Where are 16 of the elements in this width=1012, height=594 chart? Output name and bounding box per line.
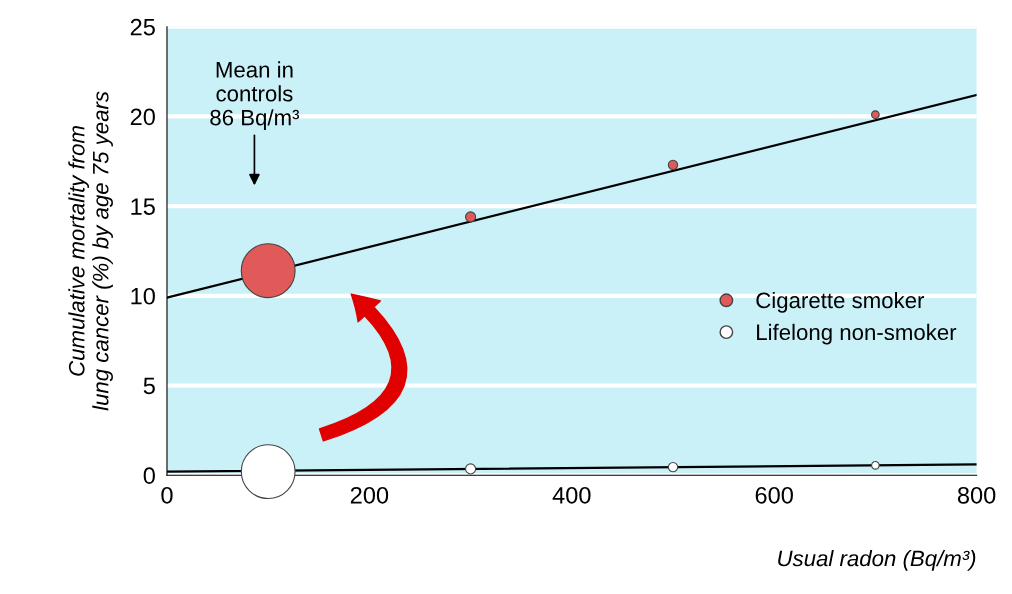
y-tick-label: 20 — [130, 108, 155, 126]
legend-label: Cigarette smoker — [756, 291, 925, 313]
x-tick-label: 800 — [957, 486, 996, 504]
y-tick-label: 25 — [130, 18, 155, 36]
y-tick-label: 5 — [143, 377, 155, 395]
legend-label: Lifelong non-smoker — [757, 323, 957, 345]
y-tick-label: 0 — [143, 467, 155, 484]
annotation: Mean in controls 86 Bq/m³ — [210, 61, 300, 130]
y-tick-label: 15 — [131, 198, 155, 215]
x-tick-label: 200 — [350, 486, 389, 504]
x-tick-label: 400 — [552, 486, 591, 504]
x-tick-label: 0 — [161, 486, 173, 504]
y-axis-title: Cumulative mortality from lung cancer (%) by age 75 years — [68, 91, 113, 411]
y-tick-label: 10 — [131, 287, 155, 305]
x-tick-label: 600 — [755, 486, 793, 504]
x-axis-title: Usual radon (Bq/m³) — [778, 549, 976, 571]
